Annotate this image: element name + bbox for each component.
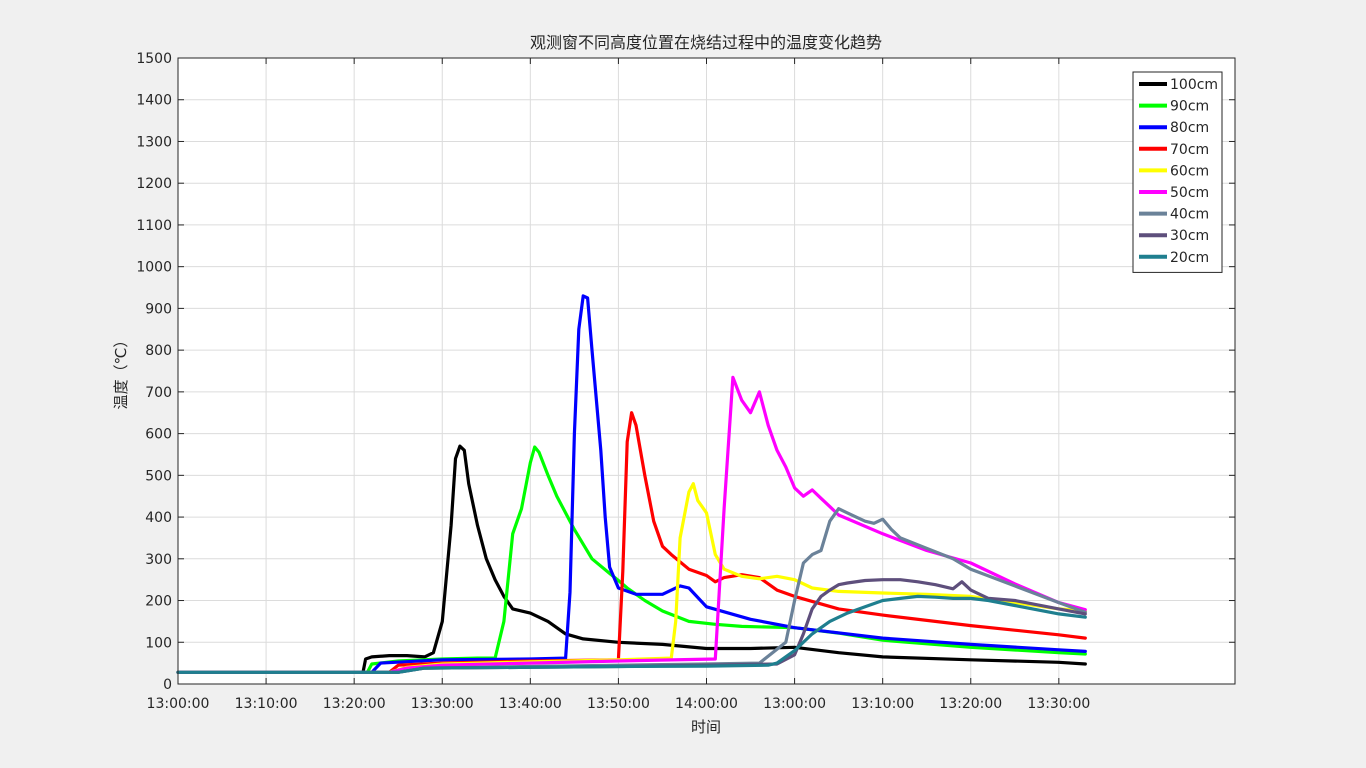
legend-label: 90cm [1170, 99, 1209, 115]
x-tick-label: 13:20:00 [323, 696, 386, 712]
x-tick-label: 13:40:00 [499, 696, 562, 712]
legend-label: 20cm [1170, 250, 1209, 266]
y-tick-label: 1000 [136, 260, 172, 276]
legend-label: 70cm [1170, 142, 1209, 158]
x-tick-label: 13:30:00 [1027, 696, 1090, 712]
y-tick-label: 300 [145, 552, 172, 568]
x-tick-label: 13:10:00 [851, 696, 914, 712]
legend: 100cm 90cm 80cm 70cm 60cm 50cm 40cm 30cm 20cm [1132, 71, 1223, 273]
y-tick-label: 900 [145, 301, 172, 317]
y-tick-label: 1300 [136, 134, 172, 150]
x-tick-label: 13:20:00 [939, 696, 1002, 712]
x-tick-label: 13:00:00 [147, 696, 210, 712]
y-axis: 0 100 200 300 400 500 600 700 800 900 1000 1100 1200… [136, 51, 1235, 693]
legend-label: 40cm [1170, 207, 1209, 223]
y-tick-label: 400 [145, 510, 172, 526]
y-tick-label: 800 [145, 343, 172, 359]
y-tick-label: 0 [163, 677, 172, 693]
x-tick-label: 13:00:00 [763, 696, 826, 712]
y-tick-label: 100 [145, 635, 172, 651]
y-axis-label: 温度（℃） [112, 333, 130, 410]
x-axis-label: 时间 [691, 718, 721, 736]
series-layer [176, 294, 1087, 674]
y-tick-label: 500 [145, 468, 172, 484]
y-tick-label: 1100 [136, 218, 172, 234]
series-line-50cm [176, 375, 1087, 674]
y-tick-label: 200 [145, 594, 172, 610]
y-tick-label: 1400 [136, 93, 172, 109]
x-tick-label: 13:30:00 [411, 696, 474, 712]
legend-label: 60cm [1170, 163, 1209, 179]
x-tick-label: 13:50:00 [587, 696, 650, 712]
legend-label: 50cm [1170, 185, 1209, 201]
legend-label: 30cm [1170, 228, 1209, 244]
y-tick-label: 700 [145, 385, 172, 401]
legend-label: 80cm [1170, 120, 1209, 136]
y-tick-label: 1200 [136, 176, 172, 192]
series-line-80cm [176, 294, 1087, 674]
x-axis: 13:00:00 13:10:00 13:20:00 13:30:00 13:40:00… [147, 58, 1090, 712]
y-tick-label: 600 [145, 427, 172, 443]
x-tick-label: 14:00:00 [675, 696, 738, 712]
legend-label: 100cm [1170, 77, 1218, 93]
x-tick-label: 13:10:00 [235, 696, 298, 712]
chart-title: 观测窗不同高度位置在烧结过程中的温度变化趋势 [530, 33, 882, 52]
y-tick-label: 1500 [136, 51, 172, 67]
series-line-20cm [176, 594, 1087, 674]
